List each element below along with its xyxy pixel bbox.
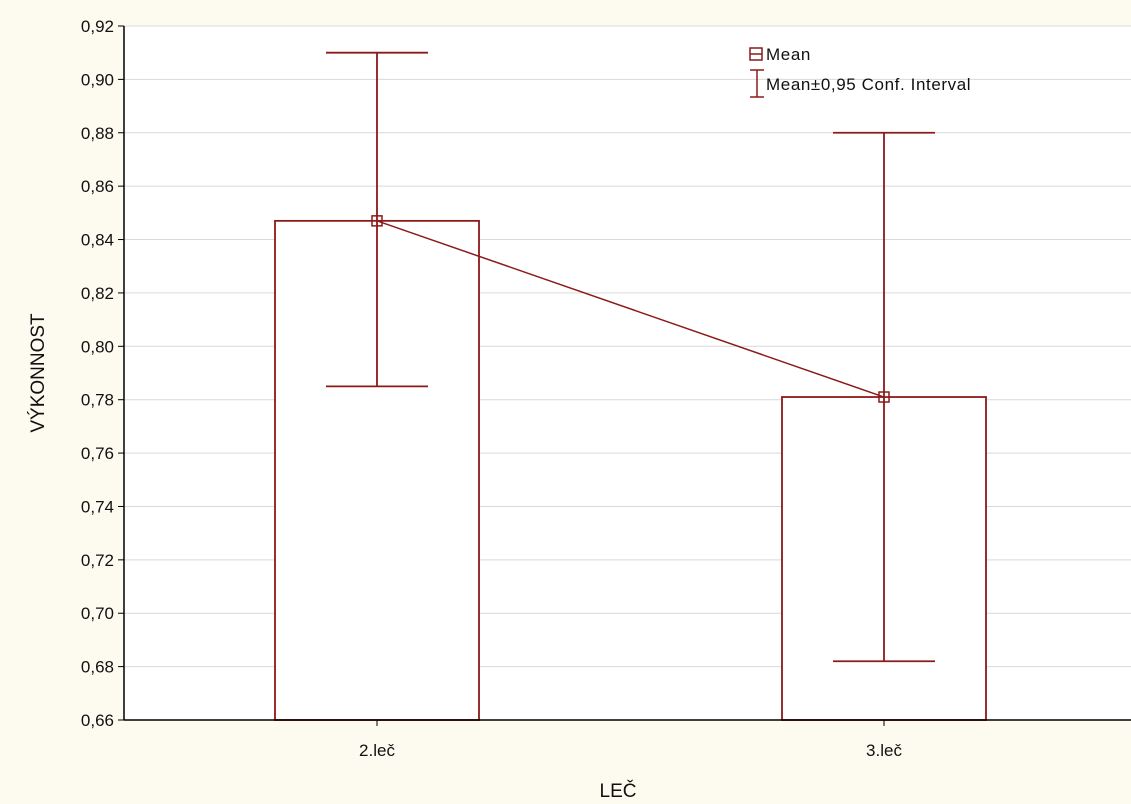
y-tick-label: 0,68 — [81, 658, 114, 677]
legend-ci-marker — [750, 69, 764, 98]
y-tick-label: 0,66 — [81, 711, 114, 730]
mean-point — [878, 391, 890, 403]
x-tick-label: 2.leč — [359, 741, 395, 760]
x-axis-title: LEČ — [600, 780, 637, 802]
y-tick-label: 0,78 — [81, 391, 114, 410]
legend-ci-label: Mean±0,95 Conf. Interval — [766, 75, 971, 94]
y-tick-label: 0,86 — [81, 177, 114, 196]
y-tick-label: 0,72 — [81, 551, 114, 570]
legend-mean-marker — [749, 47, 763, 61]
y-tick-labels: 0,66 0,68 0,70 0,72 0,74 0,76 0,78 0,80 0,82 0,84… — [81, 17, 114, 730]
y-tick-label: 0,92 — [81, 17, 114, 36]
y-tick-label: 0,76 — [81, 444, 114, 463]
mean-line — [371, 215, 890, 403]
legend: Mean Mean±0,95 Conf. Interval — [749, 45, 971, 98]
y-tick-label: 0,70 — [81, 604, 114, 623]
axes — [118, 25, 1131, 726]
mean-point — [371, 215, 383, 227]
legend-mean-label: Mean — [766, 45, 811, 64]
x-tick-labels: 2.leč 3.leč — [359, 741, 902, 760]
y-tick-label: 0,88 — [81, 124, 114, 143]
y-tick-label: 0,74 — [81, 497, 114, 516]
y-tick-label: 0,80 — [81, 337, 114, 356]
x-tick-label: 3.leč — [866, 741, 902, 760]
mean-connector-line — [376, 220, 885, 398]
y-tick-label: 0,90 — [81, 70, 114, 89]
y-tick-label: 0,82 — [81, 284, 114, 303]
y-axis-title: VÝKONNOST — [28, 313, 49, 433]
y-tick-label: 0,84 — [81, 231, 114, 250]
